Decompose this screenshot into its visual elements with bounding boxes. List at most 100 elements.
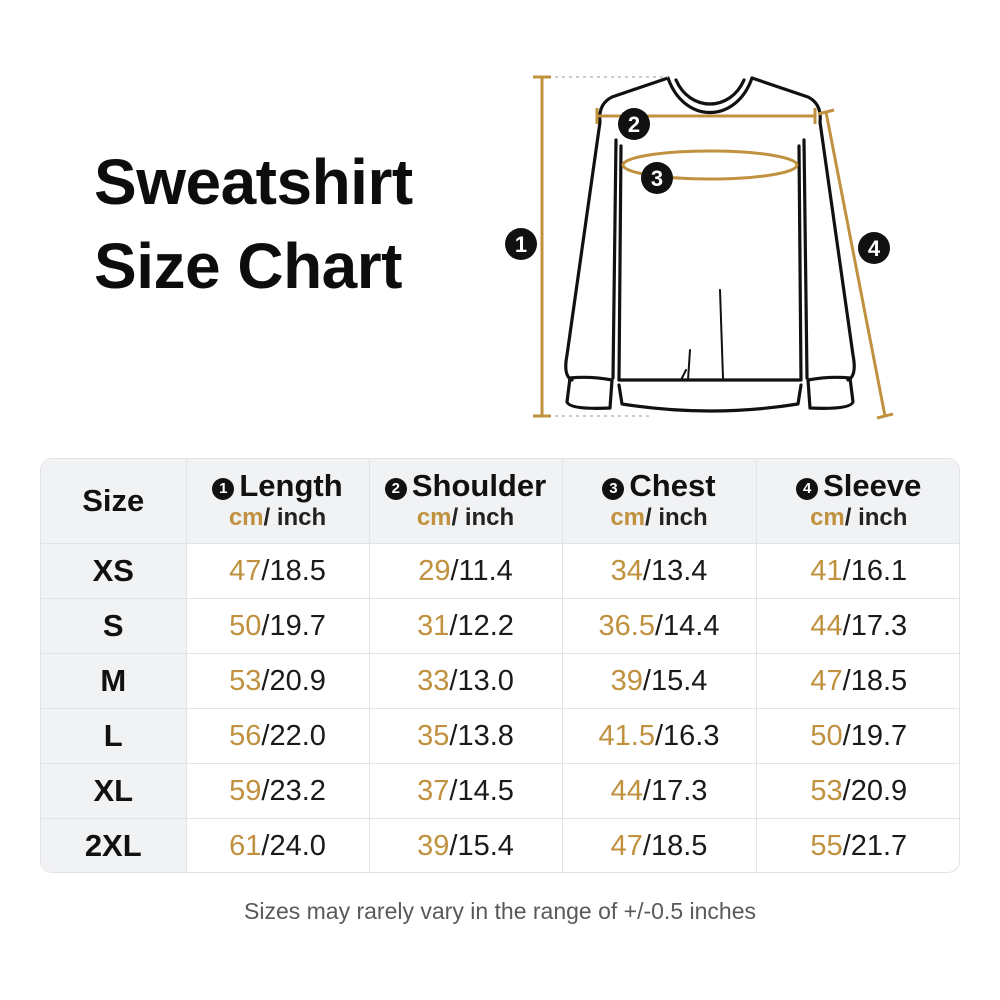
sweatshirt-outline — [564, 76, 856, 413]
separator: / — [842, 719, 851, 752]
separator: / — [842, 609, 851, 642]
title-line-2: Size Chart — [94, 230, 402, 302]
value-inch: 18.5 — [650, 829, 708, 862]
value-inch: 17.3 — [650, 774, 708, 807]
value-inch: 22.0 — [269, 719, 326, 752]
measurement-guides — [533, 75, 894, 420]
length-cell: 50/19.7 — [185, 598, 370, 654]
sleeve-cell: 53/20.9 — [755, 763, 959, 819]
svg-text:3: 3 — [651, 166, 663, 191]
size-label: L — [41, 708, 187, 764]
separator: / — [261, 719, 270, 752]
value-inch: 14.5 — [457, 774, 514, 807]
separator: / — [642, 664, 651, 697]
length-cell: 56/22.0 — [185, 708, 370, 764]
sleeve-cell: 44/17.3 — [755, 598, 959, 654]
value-cm: 44 — [610, 774, 643, 807]
number-3-icon: 3 — [602, 478, 625, 500]
value-inch: 19.7 — [850, 719, 908, 752]
svg-text:4: 4 — [868, 236, 881, 261]
chest-cell: 44/17.3 — [561, 763, 757, 819]
value-cm: 29 — [418, 554, 451, 587]
value-cm: 35 — [417, 719, 450, 752]
page-title: Sweatshirt Size Chart — [94, 140, 413, 308]
value-cm: 59 — [229, 774, 262, 807]
value-cm: 34 — [610, 554, 643, 587]
table-row: M 53/20.9 33/13.0 39/15.4 47/18.5 — [41, 653, 959, 709]
table-row: L 56/22.0 35/13.8 41.5/16.3 50/19.7 — [41, 708, 959, 764]
value-inch: 24.0 — [269, 829, 326, 862]
value-cm: 44 — [810, 609, 843, 642]
sleeve-cell: 55/21.7 — [755, 818, 959, 872]
marker-3: 3 — [641, 162, 673, 194]
value-cm: 41.5 — [598, 719, 655, 752]
table-row: S 50/19.7 31/12.2 36.5/14.4 44/17.3 — [41, 598, 959, 654]
value-inch: 16.3 — [663, 719, 720, 752]
header-sleeve: 4 Sleeve cm/ inch — [755, 459, 959, 544]
separator: / — [449, 829, 458, 862]
shoulder-cell: 35/13.8 — [368, 708, 563, 764]
separator: / — [842, 774, 851, 807]
value-inch: 12.2 — [457, 609, 514, 642]
header-chest: 3 Chest cm/ inch — [561, 459, 757, 544]
value-inch: 20.9 — [850, 774, 908, 807]
value-cm: 50 — [229, 609, 262, 642]
separator: / — [654, 719, 664, 752]
chest-cell: 36.5/14.4 — [561, 598, 757, 654]
length-cell: 47/18.5 — [185, 543, 370, 599]
value-cm: 61 — [229, 829, 262, 862]
shoulder-cell: 37/14.5 — [368, 763, 563, 819]
size-label: M — [41, 653, 187, 709]
value-cm: 55 — [810, 829, 843, 862]
header-length: 1 Length cm/ inch — [185, 459, 370, 544]
sleeve-cell: 47/18.5 — [755, 653, 959, 709]
value-inch: 23.2 — [269, 774, 326, 807]
value-inch: 13.4 — [650, 554, 708, 587]
separator: / — [642, 829, 651, 862]
value-inch: 20.9 — [269, 664, 326, 697]
value-cm: 39 — [610, 664, 643, 697]
svg-text:2: 2 — [628, 112, 640, 137]
separator: / — [261, 829, 270, 862]
header-size: Size — [41, 459, 187, 544]
value-inch: 16.1 — [850, 554, 908, 587]
size-label: 2XL — [41, 818, 187, 872]
value-cm: 36.5 — [598, 609, 655, 642]
value-cm: 47 — [610, 829, 643, 862]
chest-ellipse — [621, 149, 799, 181]
value-inch: 11.4 — [458, 554, 513, 587]
value-inch: 18.5 — [850, 664, 908, 697]
separator: / — [642, 774, 651, 807]
length-cell: 53/20.9 — [185, 653, 370, 709]
number-1-icon: 1 — [212, 478, 235, 500]
separator: / — [261, 554, 270, 587]
size-label: S — [41, 598, 187, 654]
sweatshirt-diagram: 1 2 3 4 — [505, 75, 894, 420]
shoulder-cell: 29/11.4 — [368, 543, 563, 599]
value-cm: 47 — [810, 664, 843, 697]
separator: / — [449, 719, 458, 752]
chest-cell: 39/15.4 — [561, 653, 757, 709]
value-cm: 56 — [229, 719, 262, 752]
chest-cell: 47/18.5 — [561, 818, 757, 872]
sleeve-cell: 41/16.1 — [755, 543, 959, 599]
value-cm: 41 — [810, 554, 843, 587]
value-inch: 13.8 — [457, 719, 514, 752]
marker-2: 2 — [618, 108, 650, 140]
separator: / — [842, 829, 851, 862]
separator: / — [449, 774, 458, 807]
value-cm: 53 — [229, 664, 262, 697]
number-4-icon: 4 — [796, 478, 819, 500]
value-inch: 21.7 — [850, 829, 908, 862]
length-cell: 59/23.2 — [185, 763, 370, 819]
value-cm: 33 — [417, 664, 450, 697]
separator: / — [261, 609, 270, 642]
separator: / — [842, 664, 851, 697]
value-cm: 50 — [810, 719, 843, 752]
value-inch: 15.4 — [457, 829, 514, 862]
footer-note: Sizes may rarely vary in the range of +/… — [244, 898, 756, 924]
value-inch: 18.5 — [269, 554, 326, 587]
shoulder-cell: 33/13.0 — [368, 653, 563, 709]
title-line-1: Sweatshirt — [94, 146, 413, 218]
table-header-row: Size 1 Length cm/ inch 2 Shoulder cm/ inch… — [41, 459, 959, 544]
